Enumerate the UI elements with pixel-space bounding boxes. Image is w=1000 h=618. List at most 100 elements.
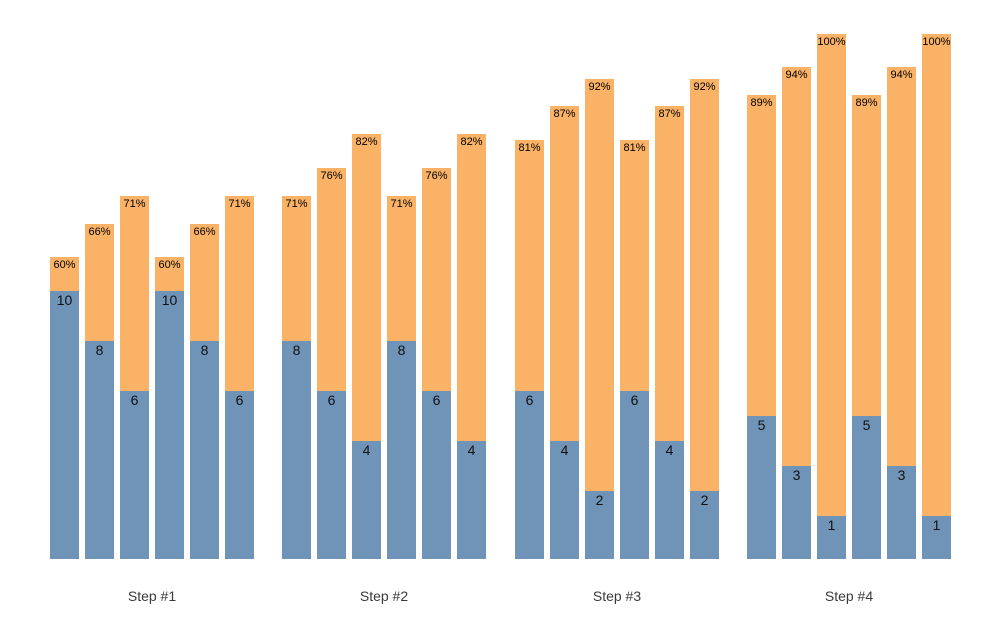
bar-percent-label: 92% — [588, 81, 611, 93]
blue-segment: 6 — [225, 391, 254, 559]
bar-value-label: 10 — [161, 292, 178, 308]
bar: 71% 8 — [387, 196, 416, 559]
bar-percent-label: 71% — [228, 198, 251, 210]
blue-segment: 6 — [317, 391, 346, 559]
bar: 76% 6 — [317, 168, 346, 559]
bar-value-label: 1 — [932, 517, 941, 533]
blue-segment: 8 — [282, 341, 311, 559]
bar-percent-label: 60% — [158, 259, 181, 271]
bar-value-label: 4 — [362, 442, 371, 458]
blue-segment: 5 — [852, 416, 881, 559]
bar-value-label: 4 — [665, 442, 674, 458]
group-label: Step #4 — [824, 588, 874, 604]
bar-percent-label: 92% — [693, 81, 716, 93]
bar: 66% 8 — [190, 224, 219, 559]
bar-value-label: 6 — [432, 392, 441, 408]
blue-segment: 10 — [50, 291, 79, 559]
bar: 76% 6 — [422, 168, 451, 559]
bar-percent-label: 100% — [817, 36, 846, 48]
bar-percent-label: 81% — [518, 142, 541, 154]
blue-segment: 2 — [690, 491, 719, 559]
bar-percent-label: 94% — [785, 69, 808, 81]
bar-value-label: 3 — [897, 467, 906, 483]
bar-percent-label: 87% — [658, 108, 681, 120]
bar-value-label: 6 — [235, 392, 244, 408]
group-label: Step #3 — [592, 588, 642, 604]
bar-percent-label: 89% — [855, 97, 878, 109]
bar: 92% 2 — [585, 79, 614, 559]
blue-segment: 8 — [85, 341, 114, 559]
bar-percent-label: 94% — [890, 69, 913, 81]
group-label: Step #1 — [127, 588, 177, 604]
blue-segment: 4 — [352, 441, 381, 559]
bar: 87% 4 — [655, 106, 684, 559]
bar-value-label: 8 — [95, 342, 104, 358]
group-label: Step #2 — [359, 588, 409, 604]
bar: 92% 2 — [690, 79, 719, 559]
bar: 82% 4 — [457, 134, 486, 559]
bar-percent-label: 71% — [123, 198, 146, 210]
bar-percent-label: 60% — [53, 259, 76, 271]
bar-percent-label: 76% — [320, 170, 343, 182]
bar-value-label: 5 — [757, 417, 766, 433]
bar-percent-label: 66% — [88, 226, 111, 238]
bar-percent-label: 100% — [922, 36, 951, 48]
bar-value-label: 6 — [327, 392, 336, 408]
blue-segment: 8 — [190, 341, 219, 559]
bar: 82% 4 — [352, 134, 381, 559]
bar-percent-label: 89% — [750, 97, 773, 109]
bar: 100% 1 — [817, 34, 846, 559]
bar-percent-label: 81% — [623, 142, 646, 154]
blue-segment: 3 — [887, 466, 916, 559]
blue-segment: 1 — [922, 516, 951, 559]
blue-segment: 6 — [620, 391, 649, 559]
bar: 81% 6 — [620, 140, 649, 559]
bar: 94% 3 — [782, 67, 811, 559]
bar: 66% 8 — [85, 224, 114, 559]
bar-value-label: 6 — [525, 392, 534, 408]
blue-segment: 6 — [515, 391, 544, 559]
bar-percent-label: 71% — [285, 198, 308, 210]
bar-value-label: 8 — [200, 342, 209, 358]
blue-segment: 1 — [817, 516, 846, 559]
bar: 71% 6 — [120, 196, 149, 559]
bar-value-label: 8 — [292, 342, 301, 358]
bar-value-label: 6 — [130, 392, 139, 408]
bar-percent-label: 76% — [425, 170, 448, 182]
bar-value-label: 10 — [56, 292, 73, 308]
bar-value-label: 5 — [862, 417, 871, 433]
blue-segment: 3 — [782, 466, 811, 559]
blue-segment: 2 — [585, 491, 614, 559]
bar-value-label: 2 — [700, 492, 709, 508]
bar-value-label: 4 — [467, 442, 476, 458]
bar-value-label: 8 — [397, 342, 406, 358]
blue-segment: 8 — [387, 341, 416, 559]
blue-segment: 5 — [747, 416, 776, 559]
bar-value-label: 1 — [827, 517, 836, 533]
blue-segment: 4 — [655, 441, 684, 559]
bar-percent-label: 66% — [193, 226, 216, 238]
bar: 71% 6 — [225, 196, 254, 559]
bar-percent-label: 82% — [460, 136, 483, 148]
bar-percent-label: 87% — [553, 108, 576, 120]
bar: 100% 1 — [922, 34, 951, 559]
bar: 81% 6 — [515, 140, 544, 559]
bar-value-label: 2 — [595, 492, 604, 508]
bar: 60% 10 — [50, 257, 79, 559]
blue-segment: 6 — [120, 391, 149, 559]
bar-percent-label: 82% — [355, 136, 378, 148]
blue-segment: 6 — [422, 391, 451, 559]
bar: 60% 10 — [155, 257, 184, 559]
bar: 71% 8 — [282, 196, 311, 559]
bar: 87% 4 — [550, 106, 579, 559]
bar-value-label: 4 — [560, 442, 569, 458]
bar: 89% 5 — [852, 95, 881, 559]
bar: 89% 5 — [747, 95, 776, 559]
blue-segment: 10 — [155, 291, 184, 559]
bar-value-label: 6 — [630, 392, 639, 408]
blue-segment: 4 — [550, 441, 579, 559]
bar-value-label: 3 — [792, 467, 801, 483]
bar: 94% 3 — [887, 67, 916, 559]
blue-segment: 4 — [457, 441, 486, 559]
